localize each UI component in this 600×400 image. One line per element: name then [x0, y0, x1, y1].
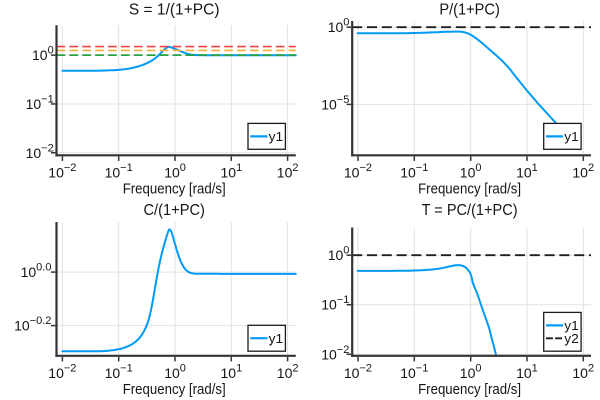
svg-text:y1: y1 [564, 129, 579, 144]
svg-text:Frequency [rad/s]: Frequency [rad/s] [123, 381, 226, 398]
svg-text:P/(1+PC): P/(1+PC) [439, 1, 500, 18]
svg-text:Frequency [rad/s]: Frequency [rad/s] [418, 181, 521, 198]
svg-text:Frequency [rad/s]: Frequency [rad/s] [123, 181, 226, 198]
svg-text:y1: y1 [564, 318, 579, 333]
svg-text:T = PC/(1+PC): T = PC/(1+PC) [422, 202, 518, 219]
svg-text:y2: y2 [564, 331, 579, 346]
svg-text:y1: y1 [269, 129, 284, 144]
svg-text:Frequency [rad/s]: Frequency [rad/s] [418, 381, 521, 398]
svg-text:C/(1+PC): C/(1+PC) [143, 202, 205, 219]
svg-text:S = 1/(1+PC): S = 1/(1+PC) [129, 1, 220, 18]
svg-text:y1: y1 [269, 331, 284, 346]
